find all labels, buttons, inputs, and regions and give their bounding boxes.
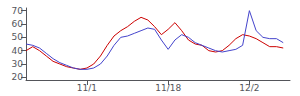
svg-text:70: 70	[12, 6, 24, 16]
svg-text:60: 60	[12, 19, 24, 29]
svg-text:30: 30	[12, 59, 24, 69]
svg-text:11/1: 11/1	[77, 83, 97, 93]
svg-text:40: 40	[12, 46, 24, 56]
svg-text:50: 50	[12, 32, 24, 42]
svg-text:11/18: 11/18	[155, 83, 181, 93]
svg-text:12/2: 12/2	[239, 83, 259, 93]
svg-text:20: 20	[12, 72, 24, 82]
